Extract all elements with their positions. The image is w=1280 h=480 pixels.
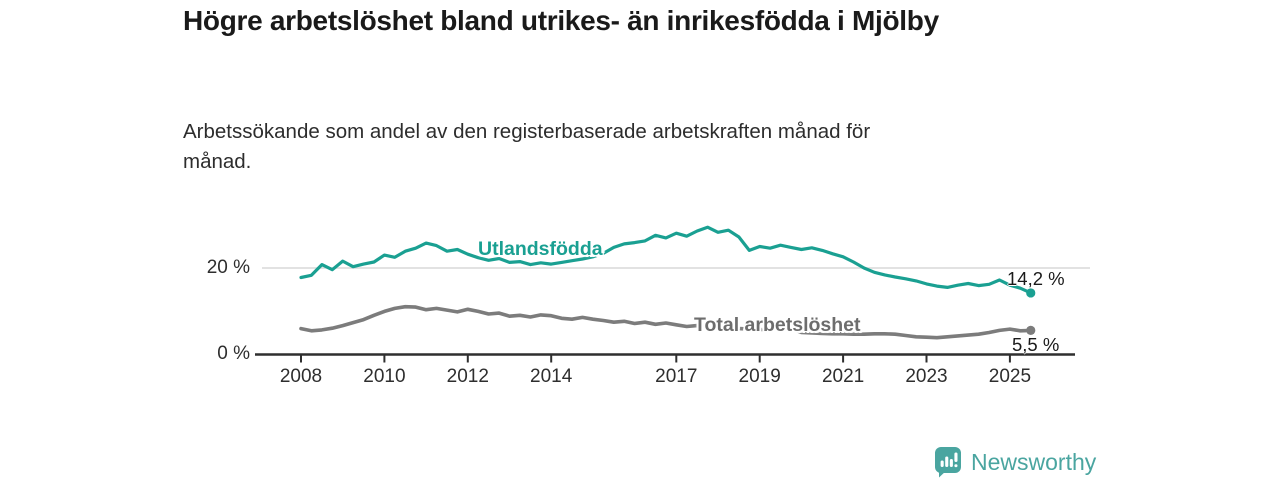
x-tick-label: 2017 xyxy=(655,366,698,387)
series-line-total xyxy=(299,304,1033,340)
brand-name: Newsworthy xyxy=(971,449,1097,475)
series-line-utlandsfodda xyxy=(299,225,1033,295)
series-end-dot-total xyxy=(1026,325,1036,335)
end-value-label-total: 5,5 % xyxy=(1012,334,1060,355)
x-tick-label: 2010 xyxy=(363,366,406,387)
x-tick-label: 2014 xyxy=(530,366,573,387)
x-tick-label: 2025 xyxy=(988,366,1032,387)
series-label-utlandsfodda: Utlandsfödda xyxy=(478,238,603,260)
y-tick-label: 0 % xyxy=(217,343,250,364)
page-title: Högre arbetslöshet bland utrikes- än inr… xyxy=(183,5,939,36)
chart-subtitle: Arbetssökande som andel av den registerb… xyxy=(183,120,871,173)
x-tick-label: 2008 xyxy=(279,366,323,387)
x-tick-label: 2012 xyxy=(446,366,489,387)
newsworthy-logo-link[interactable]: Newsworthy xyxy=(934,446,1096,478)
x-tick-label: 2021 xyxy=(821,366,865,387)
y-tick-label: 20 % xyxy=(206,257,250,278)
end-value-label-utlandsfodda: 14,2 % xyxy=(1007,268,1065,289)
series-label-total-arbetsloshet: Total arbetslöshet xyxy=(694,314,861,336)
x-tick-label: 2023 xyxy=(905,366,948,387)
newsworthy-logo-icon xyxy=(935,447,961,478)
series-end-dot-utlandsfodda xyxy=(1026,288,1036,298)
x-tick-label: 2019 xyxy=(738,366,781,387)
